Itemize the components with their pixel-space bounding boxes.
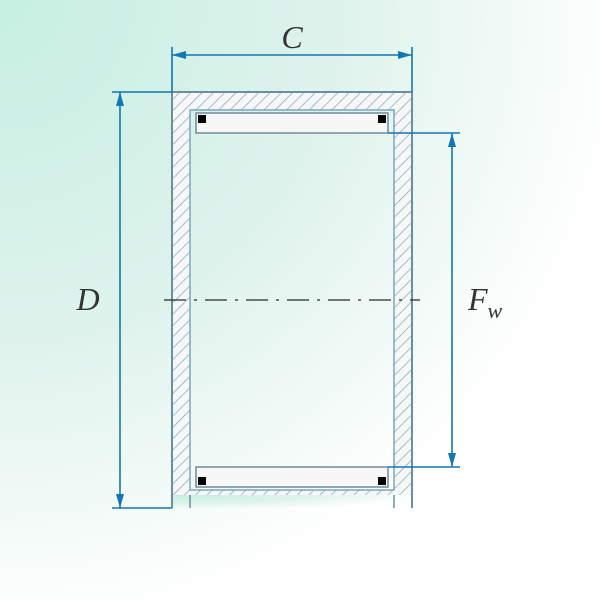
- roller-bottom: [196, 467, 388, 487]
- dimension-c-label: C: [281, 19, 303, 55]
- roller-top: [196, 113, 388, 133]
- dimension-d-label: D: [75, 281, 99, 317]
- bottom-cut: [171, 495, 413, 510]
- corner-marker: [198, 477, 206, 485]
- corner-marker: [198, 115, 206, 123]
- diagram-stage: CDFw: [0, 0, 600, 600]
- corner-marker: [378, 115, 386, 123]
- corner-marker: [378, 477, 386, 485]
